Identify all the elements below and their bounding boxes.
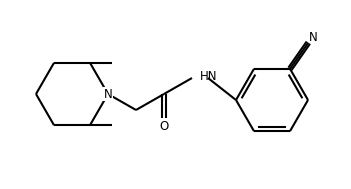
Text: HN: HN bbox=[200, 70, 218, 83]
Text: N: N bbox=[104, 88, 112, 101]
Text: O: O bbox=[159, 119, 168, 132]
Text: N: N bbox=[309, 31, 318, 44]
